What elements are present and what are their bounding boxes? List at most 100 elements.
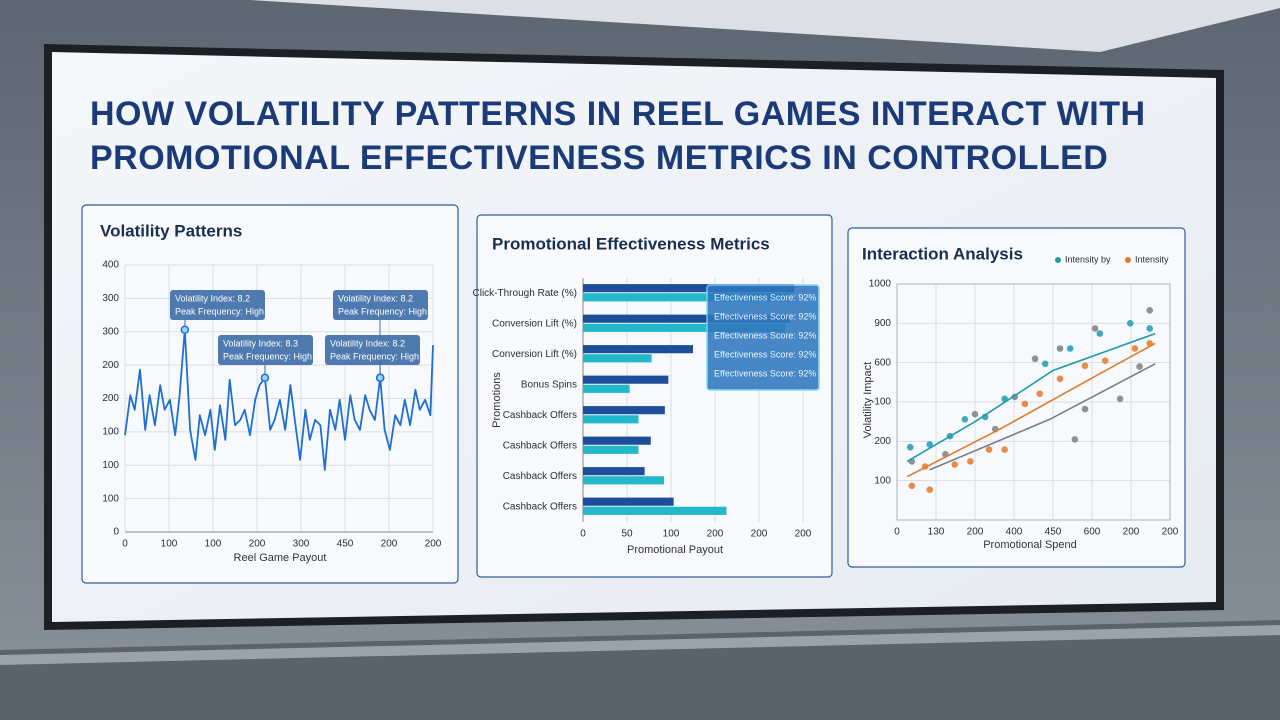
x-axis-label: Promotional Payout <box>627 544 723 556</box>
point <box>1146 325 1154 332</box>
desk <box>0 620 1280 720</box>
tooltip-text: Effectiveness Score: 92% <box>714 330 816 340</box>
point <box>1136 363 1143 370</box>
x-axis-label: Reel Game Payout <box>234 552 327 564</box>
trend-line <box>906 332 1156 463</box>
point <box>971 410 979 418</box>
tooltip-text: Effectiveness Score: 92% <box>714 349 816 359</box>
x-tick-label: 200 <box>1123 527 1140 538</box>
x-tick-label: 0 <box>580 529 586 540</box>
y-tick-label: 200 <box>102 393 119 404</box>
trend-line <box>906 342 1156 478</box>
legend-marker <box>1125 257 1131 263</box>
point <box>1056 375 1064 383</box>
trend-line <box>929 363 1156 471</box>
bar <box>583 476 664 485</box>
desk-edge <box>0 625 1280 665</box>
point <box>1081 362 1089 370</box>
x-tick-label: 50 <box>621 529 633 540</box>
callout <box>325 335 420 365</box>
bar <box>583 497 674 506</box>
panel <box>476 214 833 578</box>
point <box>967 458 974 465</box>
chart-title: Promotional Effectiveness Metrics <box>492 234 770 253</box>
y-tick-label: 100 <box>102 427 119 438</box>
charts: Volatility Patterns 0 100 100 100 200 200 300 30… <box>100 221 1179 563</box>
point <box>1056 345 1064 352</box>
y-tick-label: 900 <box>874 318 891 329</box>
y-tick-label: 300 <box>102 293 119 304</box>
y-tick-label: Cashback Offers <box>503 471 577 482</box>
y-tick-label: 100 <box>874 475 891 486</box>
callout-text: Peak Frequency: High <box>338 306 427 316</box>
bar <box>583 436 651 445</box>
y-tick-label: Bonus Spins <box>521 379 577 390</box>
point <box>951 461 959 468</box>
point <box>926 441 934 448</box>
y-tick-label: Click-Through Rate (%) <box>473 288 577 299</box>
x-tick-label: 600 <box>1084 527 1101 538</box>
y-tick-label: Cashback Offers <box>503 410 577 421</box>
y-tick-label: 0 <box>113 527 119 538</box>
y-tick-label: Cashback Offers <box>503 440 577 451</box>
point <box>1066 345 1074 352</box>
peak-marker <box>375 373 385 383</box>
tooltip-text: Effectiveness Score: 92% <box>714 368 816 378</box>
x-tick-label: 100 <box>161 539 178 550</box>
bar <box>583 467 645 476</box>
x-tick-label: 450 <box>1045 527 1062 538</box>
y-tick-label: 200 <box>102 360 119 371</box>
x-tick-label: 300 <box>293 539 310 550</box>
x-tick-label: 400 <box>1006 527 1023 538</box>
y-tick-label: Conversion Lift (%) <box>492 318 577 329</box>
point <box>1131 345 1139 352</box>
callout-text: Peak Frequency: High <box>330 351 419 361</box>
x-tick-label: 200 <box>1162 527 1179 538</box>
y-tick-label: Cashback Offers <box>503 501 577 512</box>
bar <box>583 406 665 415</box>
y-tick-label: 600 <box>874 357 891 368</box>
y-tick-label: 100 <box>874 397 891 408</box>
bar <box>583 415 639 424</box>
callout-text: Peak Frequency: High <box>175 306 264 316</box>
y-tick-label: 1000 <box>869 279 892 290</box>
point <box>926 486 934 494</box>
y-tick-label: 100 <box>102 493 119 504</box>
bar <box>583 506 727 515</box>
bar <box>583 445 639 454</box>
peak-marker <box>260 373 270 383</box>
tooltip-text: Effectiveness Score: 92% <box>714 292 816 302</box>
chart-title: Interaction Analysis <box>862 244 1023 263</box>
y-axis-label: Volatility Impact <box>862 362 874 438</box>
x-tick-label: 0 <box>894 527 900 538</box>
callout-text: Volatility Index: 8.2 <box>175 293 250 303</box>
bar <box>583 345 693 354</box>
point <box>1096 330 1104 337</box>
x-tick-label: 200 <box>751 529 768 540</box>
point <box>1116 395 1124 403</box>
legend-label: Intensity <box>1135 254 1169 264</box>
y-tick-label: 400 <box>102 260 119 271</box>
bar <box>583 375 669 384</box>
callout <box>170 290 265 320</box>
x-tick-label: 200 <box>249 539 266 550</box>
y-tick-label: Conversion Lift (%) <box>492 349 577 360</box>
point <box>1021 400 1029 408</box>
y-tick-label: 300 <box>102 326 119 337</box>
point <box>1001 446 1008 453</box>
callout-text: Peak Frequency: High <box>223 351 312 361</box>
x-tick-label: 0 <box>122 539 128 550</box>
point <box>1101 357 1109 365</box>
point <box>1081 405 1089 413</box>
x-tick-label: 450 <box>337 539 354 550</box>
point <box>908 482 916 490</box>
tooltip <box>706 284 820 391</box>
x-tick-label: 100 <box>663 529 680 540</box>
ceiling-light <box>250 0 1280 52</box>
peak-marker <box>180 325 190 334</box>
callout <box>333 290 428 320</box>
bar <box>583 314 790 323</box>
point <box>985 446 993 453</box>
main-title: HOW VOLATILITY PATTERNS IN REEL GAMES IN… <box>90 95 1146 133</box>
